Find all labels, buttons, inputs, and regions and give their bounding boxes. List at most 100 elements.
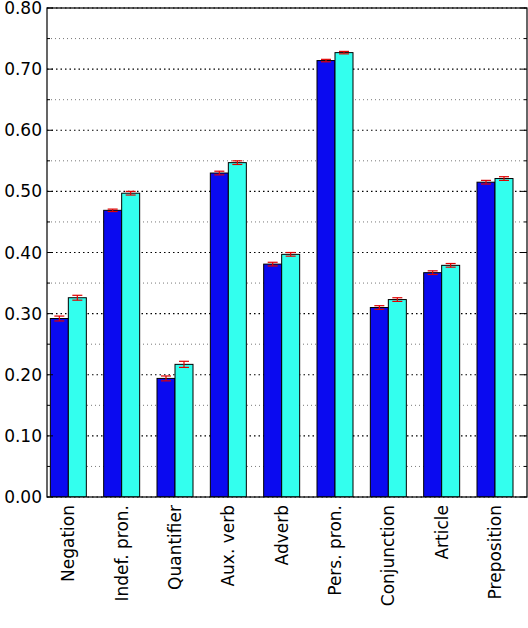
tick — [47, 191, 53, 192]
y-tick-label: 0.30 — [4, 304, 42, 324]
error-cap — [126, 191, 136, 192]
bar — [228, 163, 246, 497]
error-bar — [268, 262, 278, 266]
tick — [47, 435, 53, 436]
grid-line — [47, 130, 527, 131]
error-bar — [481, 180, 491, 184]
minor-tick — [524, 405, 527, 406]
error-cap — [321, 61, 331, 62]
y-tick-label: 0.00 — [4, 487, 42, 507]
y-tick-label: 0.80 — [4, 0, 42, 18]
tick — [47, 313, 53, 314]
error-cap — [108, 209, 118, 210]
bar — [495, 179, 513, 497]
minor-tick — [524, 99, 527, 100]
minor-tick — [47, 221, 50, 222]
error-stem — [59, 316, 60, 321]
error-cap — [72, 295, 82, 296]
x-tick-label: Conjunction — [378, 505, 398, 606]
error-cap — [54, 320, 64, 321]
error-cap — [374, 305, 384, 306]
minor-grid-line — [47, 38, 527, 39]
tick — [47, 252, 53, 253]
bar — [388, 300, 406, 497]
bar — [122, 193, 140, 497]
minor-tick — [524, 38, 527, 39]
y-tick-label: 0.60 — [4, 120, 42, 140]
error-bar — [428, 271, 438, 275]
bar — [104, 210, 122, 497]
bar — [335, 53, 353, 497]
tick — [521, 8, 527, 9]
error-cap — [286, 256, 296, 257]
minor-tick — [47, 283, 50, 284]
error-cap — [161, 375, 171, 376]
error-cap — [161, 380, 171, 381]
tick — [521, 69, 527, 70]
tick — [47, 374, 53, 375]
error-cap — [339, 53, 349, 54]
bar — [317, 61, 335, 497]
minor-tick — [524, 160, 527, 161]
minor-tick — [47, 466, 50, 467]
error-cap — [268, 265, 278, 266]
x-tick-label: Article — [432, 505, 452, 560]
error-cap — [232, 160, 242, 161]
y-tick-label: 0.40 — [4, 243, 42, 263]
tick — [47, 497, 53, 498]
error-cap — [428, 274, 438, 275]
error-cap — [446, 267, 456, 268]
bar — [210, 173, 228, 497]
bar — [442, 265, 460, 497]
error-bar — [339, 51, 349, 53]
bar — [264, 264, 282, 497]
error-bar — [374, 306, 384, 310]
y-tick-label: 0.50 — [4, 181, 42, 201]
tick — [47, 130, 53, 131]
grid-line — [47, 191, 527, 192]
x-tick-label: Negation — [58, 505, 78, 582]
error-bar — [54, 316, 64, 321]
error-cap — [499, 180, 509, 181]
minor-tick — [47, 38, 50, 39]
error-cap — [374, 309, 384, 310]
error-cap — [108, 211, 118, 212]
tick — [521, 497, 527, 498]
error-cap — [179, 367, 189, 368]
minor-grid-line — [47, 160, 527, 161]
error-bar — [232, 161, 242, 165]
bar — [50, 319, 68, 497]
grid-line — [47, 69, 527, 70]
tick — [521, 313, 527, 314]
tick — [521, 435, 527, 436]
tick — [521, 374, 527, 375]
minor-tick — [524, 283, 527, 284]
bar — [157, 378, 175, 497]
error-bar — [392, 298, 402, 302]
x-tick-label: Adverb — [272, 505, 292, 565]
minor-tick — [47, 99, 50, 100]
error-cap — [54, 315, 64, 316]
error-bar — [446, 264, 456, 268]
plot-frame — [47, 8, 527, 497]
x-tick-label: Pers. pron. — [325, 505, 345, 596]
minor-grid-line — [47, 99, 527, 100]
error-stem — [165, 376, 166, 381]
error-bar — [72, 295, 82, 300]
error-bar — [321, 59, 331, 61]
error-cap — [214, 171, 224, 172]
bar — [477, 182, 495, 497]
y-tick-label: 0.70 — [4, 59, 42, 79]
x-tick-label: Aux. verb — [218, 505, 238, 587]
error-bar — [108, 209, 118, 211]
tick — [47, 69, 53, 70]
error-bar — [179, 361, 189, 367]
error-cap — [481, 183, 491, 184]
error-cap — [232, 164, 242, 165]
error-cap — [481, 180, 491, 181]
y-tick-label: 0.10 — [4, 426, 42, 446]
error-cap — [321, 59, 331, 60]
error-cap — [286, 252, 296, 253]
bar — [175, 364, 193, 497]
error-bar — [126, 191, 136, 195]
